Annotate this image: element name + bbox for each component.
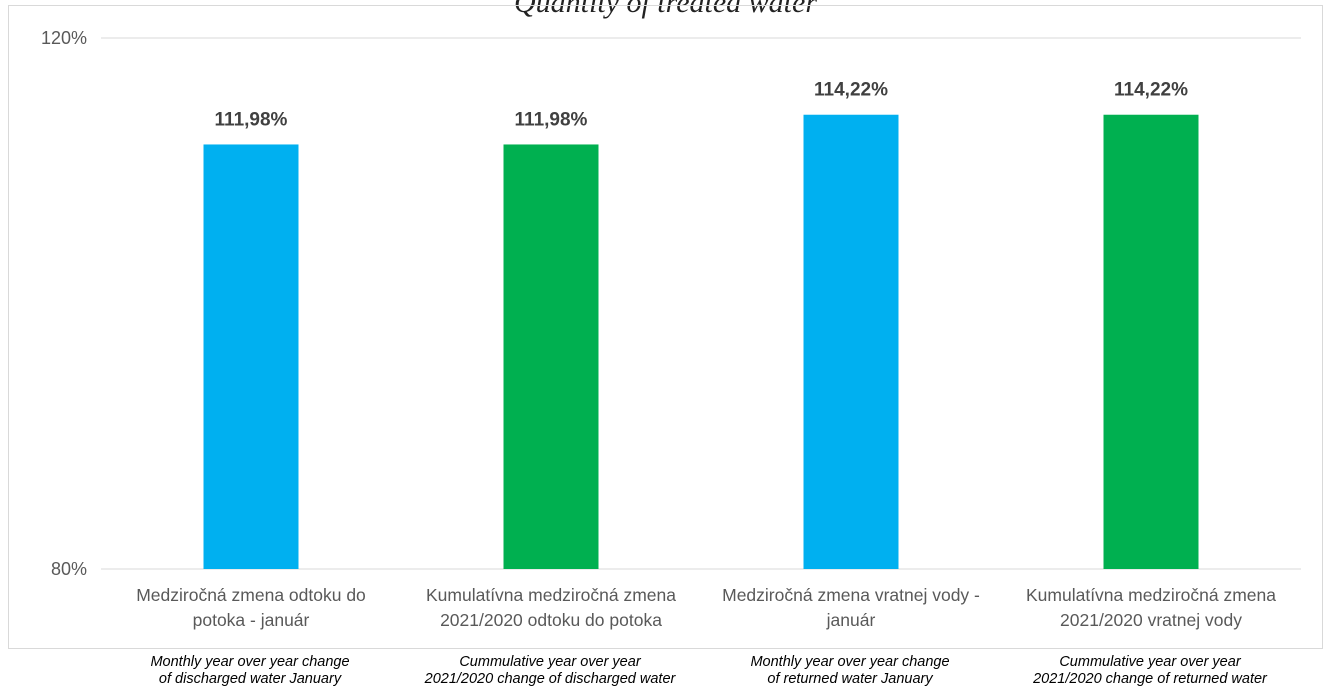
english-label-line: Monthly year over year change bbox=[150, 654, 350, 670]
category-label: Kumulatívna medziročná zmena bbox=[426, 585, 676, 605]
category-label: Kumulatívna medziročná zmena bbox=[1026, 585, 1276, 605]
english-label-line: Monthly year over year change bbox=[750, 654, 950, 670]
bar bbox=[803, 114, 899, 570]
english-label-line: Cummulative year over year bbox=[1059, 654, 1241, 670]
data-label: 114,22% bbox=[1114, 80, 1188, 101]
english-label-line: of returned water January bbox=[767, 671, 933, 687]
category-label: potoka - január bbox=[193, 610, 310, 630]
data-label: 111,98% bbox=[515, 109, 588, 130]
category-label: 2021/2020 odtoku do potoka bbox=[440, 610, 662, 630]
chart-area: 120% 80% 111,98% Medziročná zmena odtoku do… bbox=[8, 5, 1323, 649]
category-label: január bbox=[826, 610, 876, 630]
english-label-line: Cummulative year over year bbox=[459, 654, 641, 670]
y-tick-label: 80% bbox=[51, 559, 87, 579]
category-label: Medziročná zmena odtoku do bbox=[136, 585, 366, 605]
data-label: 111,98% bbox=[215, 109, 288, 130]
y-tick-label: 120% bbox=[41, 28, 87, 48]
english-label: Cummulative year over year 2021/2020 chan… bbox=[1000, 654, 1300, 688]
english-label: Monthly year over year change of returned… bbox=[700, 654, 1000, 688]
bar-chart: 120% 80% 111,98% Medziročná zmena odtoku do… bbox=[41, 28, 1301, 630]
bar bbox=[203, 144, 299, 569]
chart-title: Quantity of treated water bbox=[513, 0, 818, 19]
english-label-line: 2021/2020 change of discharged water bbox=[424, 671, 676, 687]
category-label: Medziročná zmena vratnej vody - bbox=[722, 585, 980, 605]
english-label-line: 2021/2020 change of returned water bbox=[1033, 671, 1267, 687]
english-label: Cummulative year over year 2021/2020 chan… bbox=[400, 654, 700, 688]
data-label: 114,22% bbox=[814, 80, 888, 101]
bar bbox=[503, 144, 599, 569]
english-label-line: of discharged water January bbox=[158, 671, 342, 687]
bar bbox=[1103, 114, 1199, 570]
english-label: Monthly year over year change of discharg… bbox=[100, 654, 400, 688]
category-label: 2021/2020 vratnej vody bbox=[1060, 610, 1242, 630]
